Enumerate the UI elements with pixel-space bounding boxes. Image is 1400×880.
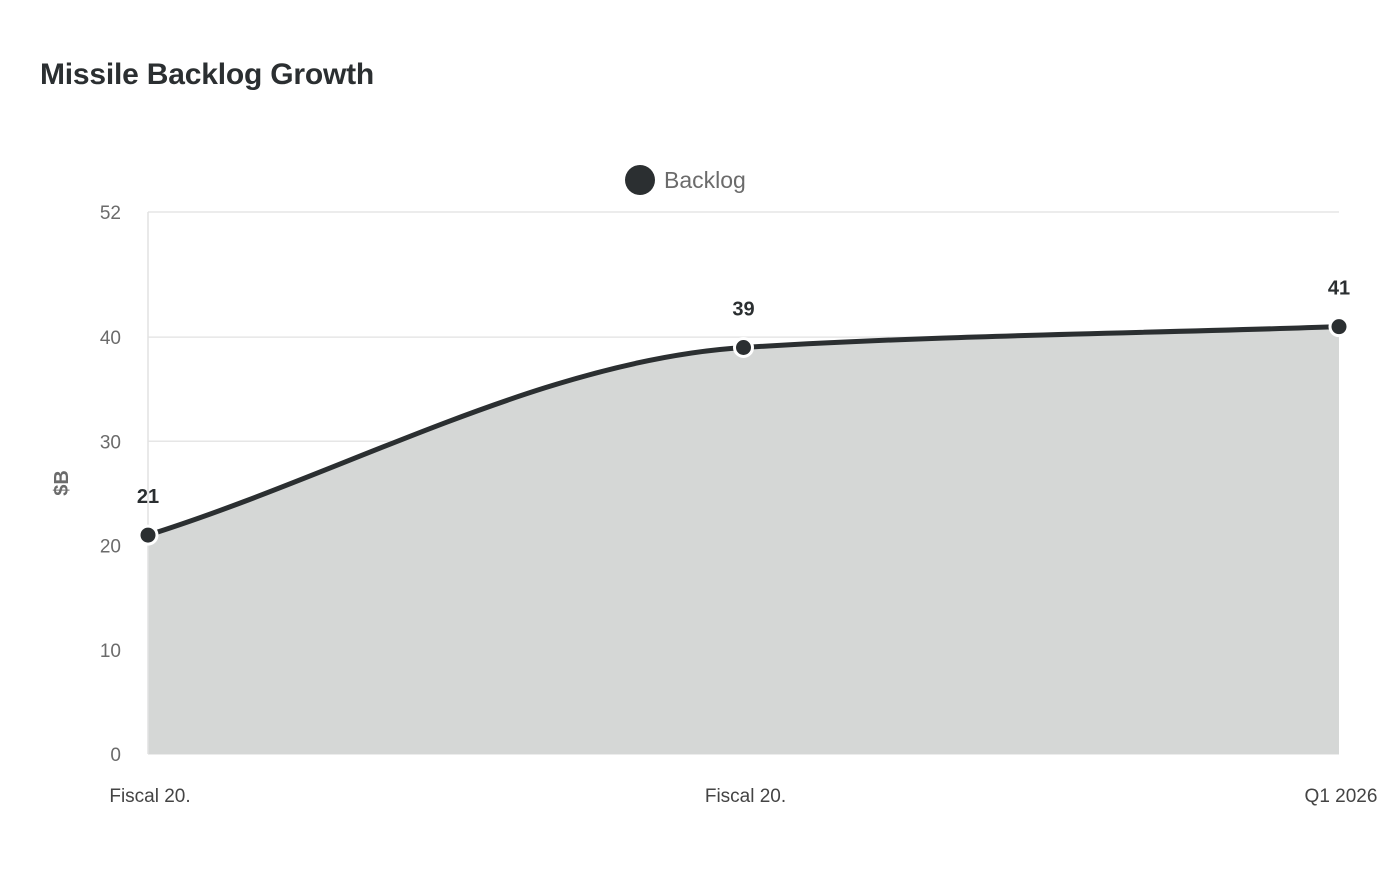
y-tick-label: 10	[100, 641, 121, 662]
data-labels: 21 39 41	[137, 278, 1350, 508]
data-point[interactable]	[733, 337, 754, 358]
data-label: 21	[137, 486, 159, 508]
data-point[interactable]	[1328, 316, 1350, 338]
y-tick-label: 0	[110, 745, 121, 766]
legend[interactable]: Backlog	[625, 165, 746, 195]
y-tick-label: 52	[100, 203, 121, 224]
y-tick-label: 20	[100, 537, 121, 558]
x-tick-labels: Fiscal 20. Fiscal 20. Q1 2026	[109, 786, 1377, 807]
data-points	[137, 316, 1350, 546]
y-tick-labels: 0 10 20 30 40 52	[100, 203, 121, 766]
data-point[interactable]	[137, 524, 159, 546]
y-tick-label: 30	[100, 432, 121, 453]
chart-title: Missile Backlog Growth	[40, 58, 375, 91]
area-fill-backlog	[148, 326, 1339, 754]
legend-swatch-backlog	[625, 165, 655, 195]
data-label: 41	[1328, 278, 1350, 300]
x-tick-label: Fiscal 20.	[705, 786, 786, 807]
y-axis-title: $B	[51, 470, 73, 496]
x-tick-label: Fiscal 20.	[109, 786, 190, 807]
x-tick-label: Q1 2026	[1305, 786, 1378, 807]
data-label: 39	[732, 299, 754, 321]
legend-label-backlog: Backlog	[664, 167, 746, 193]
y-tick-label: 40	[100, 328, 121, 349]
